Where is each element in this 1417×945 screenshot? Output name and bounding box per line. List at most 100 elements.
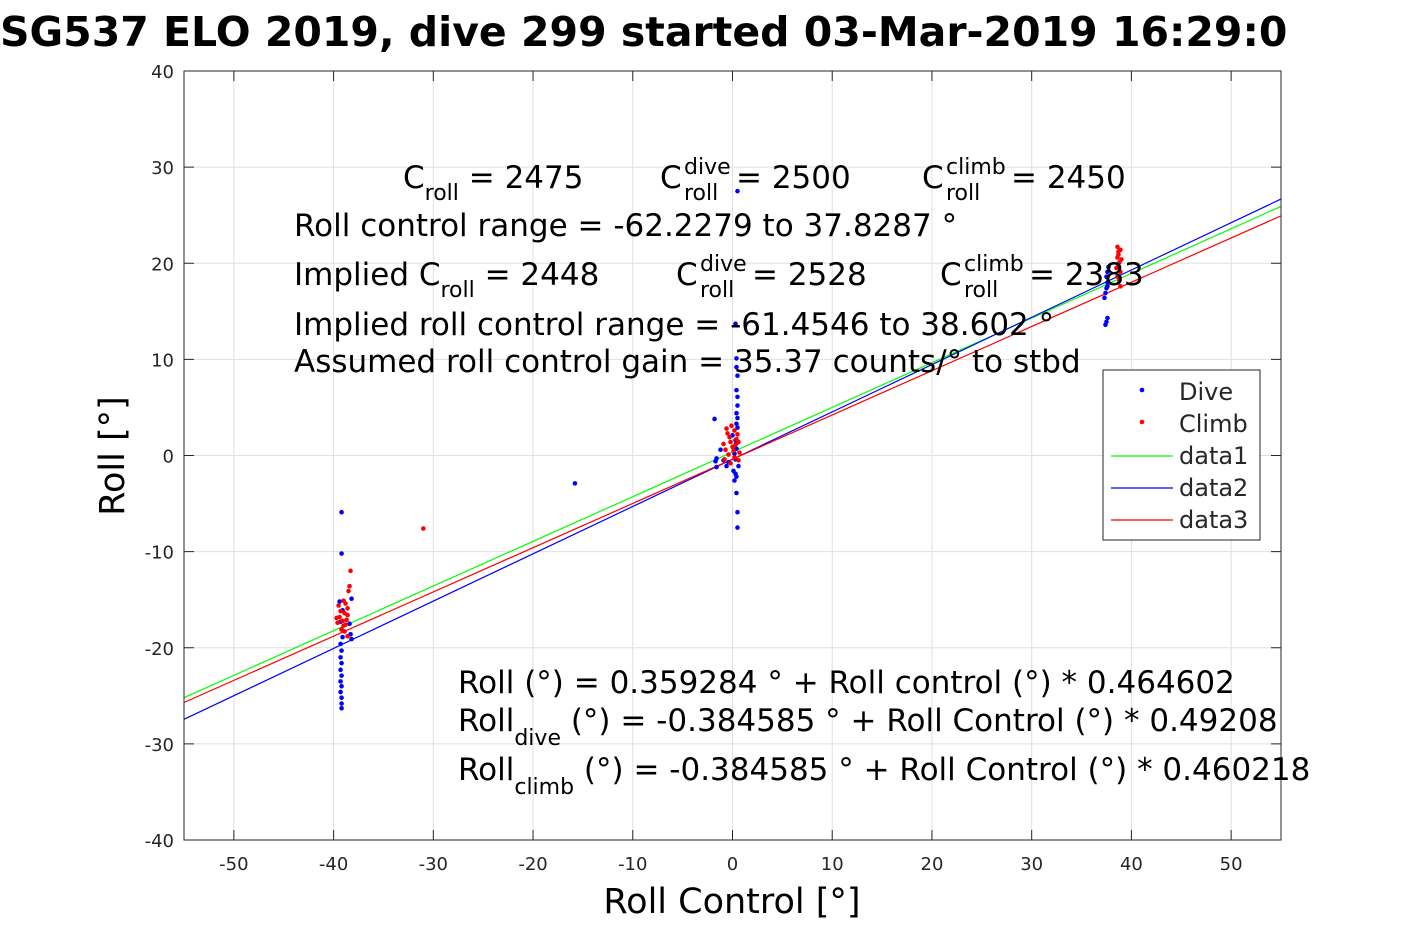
x-tick-label: -40 [319, 854, 348, 875]
point-dive [339, 701, 344, 706]
point-dive [736, 463, 741, 469]
point-dive [347, 621, 352, 627]
fit-climb-rest: (°) = -0.384585 ° + Roll Control (°) * 0… [574, 752, 1310, 788]
point-climb [736, 458, 741, 463]
point-dive [734, 410, 739, 416]
point-dive [1105, 284, 1110, 289]
y-tick-label: 40 [151, 62, 174, 83]
implied-c-prefix: Implied C [294, 257, 441, 293]
point-climb [731, 448, 736, 453]
point-climb [336, 603, 341, 608]
point-climb [727, 434, 732, 440]
point-climb [724, 426, 729, 431]
annotation-implied-c-roll: Implied Croll = 2448 [294, 257, 599, 303]
y-tick-label: 10 [151, 350, 174, 371]
annotation-fit-climb: Rollclimb (°) = -0.384585 ° + Roll Contr… [458, 752, 1310, 800]
x-tick-label: -50 [219, 854, 248, 875]
point-climb [348, 568, 353, 574]
point-climb [733, 442, 738, 448]
point-dive [714, 464, 719, 470]
fit-line-data3 [183, 215, 1282, 704]
c-roll-base: C [403, 160, 425, 196]
implied-c-sub: roll [441, 278, 475, 303]
point-climb [737, 450, 742, 455]
point-dive [349, 636, 354, 642]
x-tick-label: 10 [821, 854, 844, 875]
point-dive [339, 660, 344, 666]
point-dive [340, 634, 345, 640]
chart-title: SG537 ELO 2019, dive 299 started 03-Mar-… [0, 8, 1287, 56]
point-dive [1105, 315, 1110, 321]
point-climb [345, 606, 350, 611]
annotation-implied-dive-value: = 2528 [752, 257, 867, 293]
point-climb [722, 457, 727, 462]
point-dive [735, 188, 740, 194]
annotation-fit-all: Roll (°) = 0.359284 ° + Roll control (°)… [458, 665, 1235, 701]
point-dive [339, 695, 344, 701]
point-climb [341, 598, 346, 603]
point-dive [734, 421, 739, 427]
fit-climb-sub: climb [514, 775, 574, 800]
point-dive [339, 551, 344, 556]
x-tick-label: -30 [419, 854, 448, 875]
point-dive [339, 673, 344, 678]
x-tick-label: 50 [1220, 854, 1243, 875]
point-dive [734, 387, 739, 393]
annotation-block: Croll = 2475 C dive roll = 2500 C climb … [294, 155, 1310, 800]
legend-label-data1: data1 [1179, 442, 1248, 470]
point-climb [1118, 247, 1123, 253]
point-dive [735, 525, 740, 530]
annotation-implied-climb-value: = 2383 [1029, 257, 1144, 293]
point-dive [339, 509, 344, 515]
fit-climb-base: Roll [458, 752, 514, 788]
point-climb [1118, 269, 1123, 275]
y-tick-label: -20 [145, 639, 174, 660]
x-tick-label: 20 [921, 854, 944, 875]
point-dive [735, 403, 740, 408]
legend: Dive Climb data1 data2 data3 [1102, 369, 1261, 541]
point-dive [735, 425, 740, 430]
y-tick-label: 20 [151, 254, 174, 275]
annotation-gain: Assumed roll control gain = 35.37 counts… [294, 344, 1081, 380]
implied-c-value: = 2448 [475, 257, 600, 293]
point-climb [728, 460, 733, 466]
point-climb [343, 622, 348, 627]
y-tick-label: -30 [145, 735, 174, 756]
point-dive [339, 648, 344, 653]
point-climb [346, 588, 351, 594]
point-climb [729, 423, 734, 429]
legend-label-data2: data2 [1179, 474, 1248, 502]
annotation-implied-climb-sub: roll [964, 278, 998, 303]
y-tick-label: -10 [145, 543, 174, 564]
point-climb [421, 526, 426, 531]
point-dive [339, 706, 344, 711]
point-climb [1115, 244, 1120, 250]
annotation-c-climb-value: = 2450 [1011, 160, 1126, 196]
point-climb [342, 629, 347, 634]
annotation-range: Roll control range = -62.2279 to 37.8287… [294, 208, 957, 244]
y-tick-label: 0 [163, 447, 174, 468]
annotation-implied-dive-base: C [676, 257, 698, 293]
point-dive [338, 655, 343, 660]
point-dive [338, 667, 343, 673]
point-dive [339, 683, 344, 689]
point-climb [736, 439, 741, 445]
axis-ticks: -50 -40 -30 -20 -10 0 10 20 30 40 50 -40 -30 -20 -10 0 1… [145, 62, 1281, 875]
point-climb [732, 428, 737, 433]
annotation-implied-climb-base: C [940, 257, 962, 293]
annotation-c-dive-value: = 2500 [736, 160, 851, 196]
point-dive [1103, 322, 1108, 328]
point-dive [735, 509, 740, 515]
point-climb [726, 452, 731, 457]
annotation-c-climb-sup: climb [946, 155, 1006, 180]
point-dive [1103, 290, 1108, 296]
point-dive [734, 490, 739, 496]
point-dive [718, 447, 723, 453]
c-roll-sub: roll [425, 181, 459, 206]
point-dive [572, 481, 578, 486]
legend-label-climb: Climb [1179, 410, 1248, 438]
c-roll-value: = 2475 [459, 160, 584, 196]
point-climb [1115, 274, 1120, 280]
point-dive [1106, 264, 1111, 270]
